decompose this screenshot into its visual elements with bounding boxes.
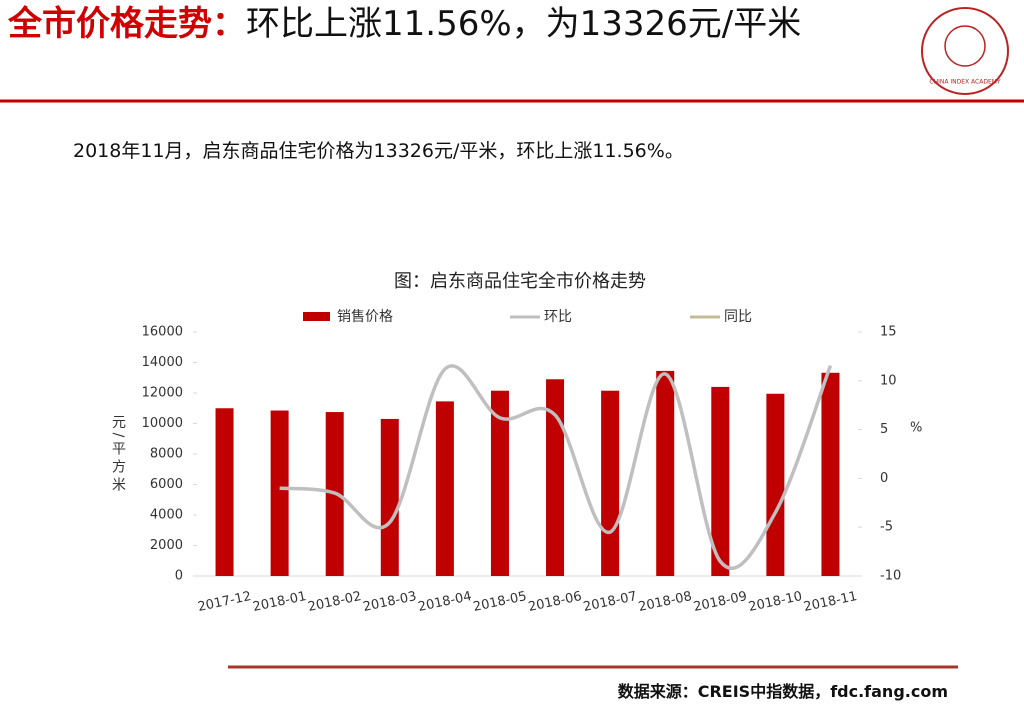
legend-swatch [303,312,330,321]
y-tick-label: 10000 [142,416,183,431]
bar [821,372,840,576]
y-tick-label: 14000 [142,355,183,370]
logo-ring [921,7,1009,95]
y-tick-label: 12000 [142,386,183,401]
y-tick-label: 4000 [150,508,183,523]
slide-title: 全市价格走势：环比上涨11.56%，为13326元/平米 [8,2,908,46]
legend-label: 同比 [724,309,752,325]
bar [601,390,620,576]
legend-label: 环比 [544,309,572,325]
x-tick-label: 2018-09 [692,589,748,615]
title-rest: 环比上涨11.56%，为13326元/平米 [246,4,802,44]
y2-tick-label: 0 [880,471,888,486]
legend-label: 销售价格 [337,309,393,325]
x-tick-label: 2018-10 [747,589,803,615]
y2-tick-label: 10 [880,373,897,388]
x-tick-label: 2018-05 [472,589,528,615]
bar [546,379,565,576]
x-tick-label: 2018-04 [417,589,473,615]
x-tick-label: 2018-03 [362,589,418,615]
x-tick-label: 2018-07 [582,589,638,615]
bar [656,370,675,576]
y2-tick-label: -5 [880,520,893,535]
x-tick-label: 2018-06 [527,589,583,615]
logo-text: CHINA INDEX ACADEMY [929,79,1001,86]
y-axis-label: 元/平方米 [110,415,126,496]
bar [766,393,785,576]
y2-tick-label: 15 [880,325,897,340]
y-tick-label: 6000 [150,477,183,492]
y2-tick-label: -10 [880,569,901,584]
y-tick-label: 2000 [150,538,183,553]
x-tick-label: 2018-02 [307,589,363,615]
y-tick-label: 8000 [150,447,183,462]
x-tick-label: 2017-12 [196,589,252,615]
title-highlight: 全市价格走势： [8,4,246,44]
x-tick-label: 2018-08 [637,589,693,615]
source: 数据来源：CREIS中指数据，fdc.fang.com [617,682,948,701]
x-tick-label: 2018-01 [251,589,307,615]
bar [435,401,454,576]
logo-inner [944,25,986,67]
bar [270,410,289,576]
y-tick-label: 16000 [142,325,183,340]
bar [490,390,509,576]
bar [711,386,730,576]
y2-axis-label: % [910,421,922,436]
y2-tick-label: 5 [880,422,888,437]
line [279,364,833,570]
bar [215,408,234,576]
y-tick-label: 0 [175,569,183,584]
bar [380,418,399,576]
x-tick-label: 2018-11 [802,589,858,615]
chart-title: 图：启东商品住宅全市价格走势 [394,271,646,292]
summary: 2018年11月，启东商品住宅价格为13326元/平米，环比上涨11.56%。 [73,140,684,162]
